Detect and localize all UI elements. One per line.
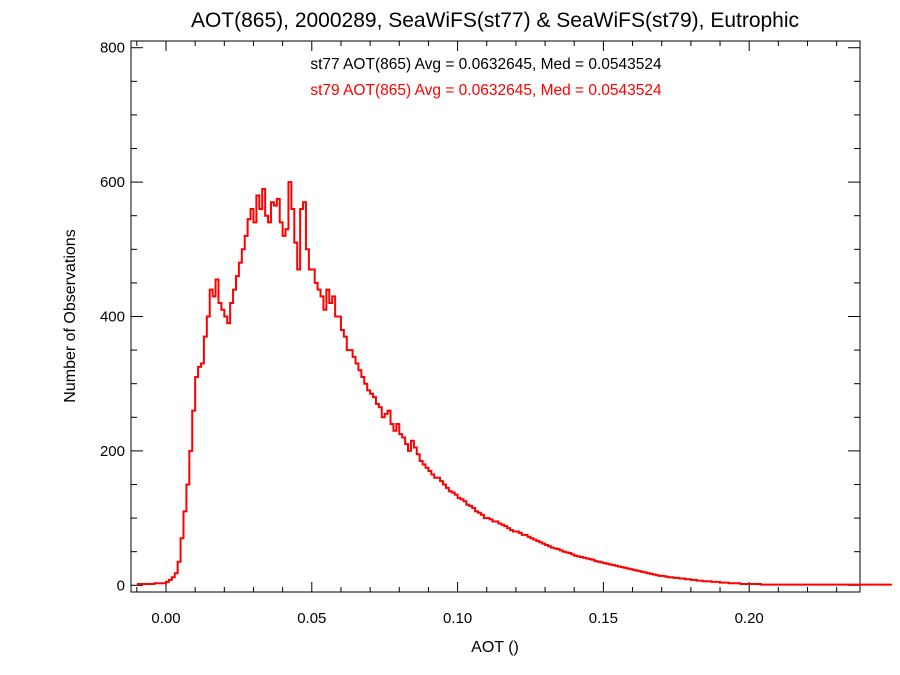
annotation-st77: st77 AOT(865) Avg = 0.0632645, Med = 0.0… [310,56,662,73]
y-tick-label: 0 [117,577,125,594]
plot-frame [130,40,861,593]
axis-tick-labels: 0.00 0.05 0.10 0.15 0.20 0 200 400 600 800 [100,40,764,627]
chart-title: AOT(865), 2000289, SeaWiFS(st77) & SeaWi… [191,9,799,32]
y-tick-label: 200 [100,443,125,460]
x-tick-label: 0.15 [589,610,618,627]
y-axis-title: Number of Observations [62,229,79,402]
annotation-st79: st79 AOT(865) Avg = 0.0632645, Med = 0.0… [310,82,662,99]
y-tick-label: 400 [100,309,125,326]
y-tick-label: 600 [100,174,125,191]
y-tick-label: 800 [100,40,125,57]
x-tick-label: 0.05 [297,610,326,627]
series-line-st79 [136,181,893,586]
x-tick-label: 0.00 [151,610,180,627]
x-tick-label: 0.20 [735,610,764,627]
series-layer [136,181,893,586]
x-tick-label: 0.10 [443,610,472,627]
axis-ticks [131,41,860,592]
x-axis-title: AOT () [471,639,519,656]
